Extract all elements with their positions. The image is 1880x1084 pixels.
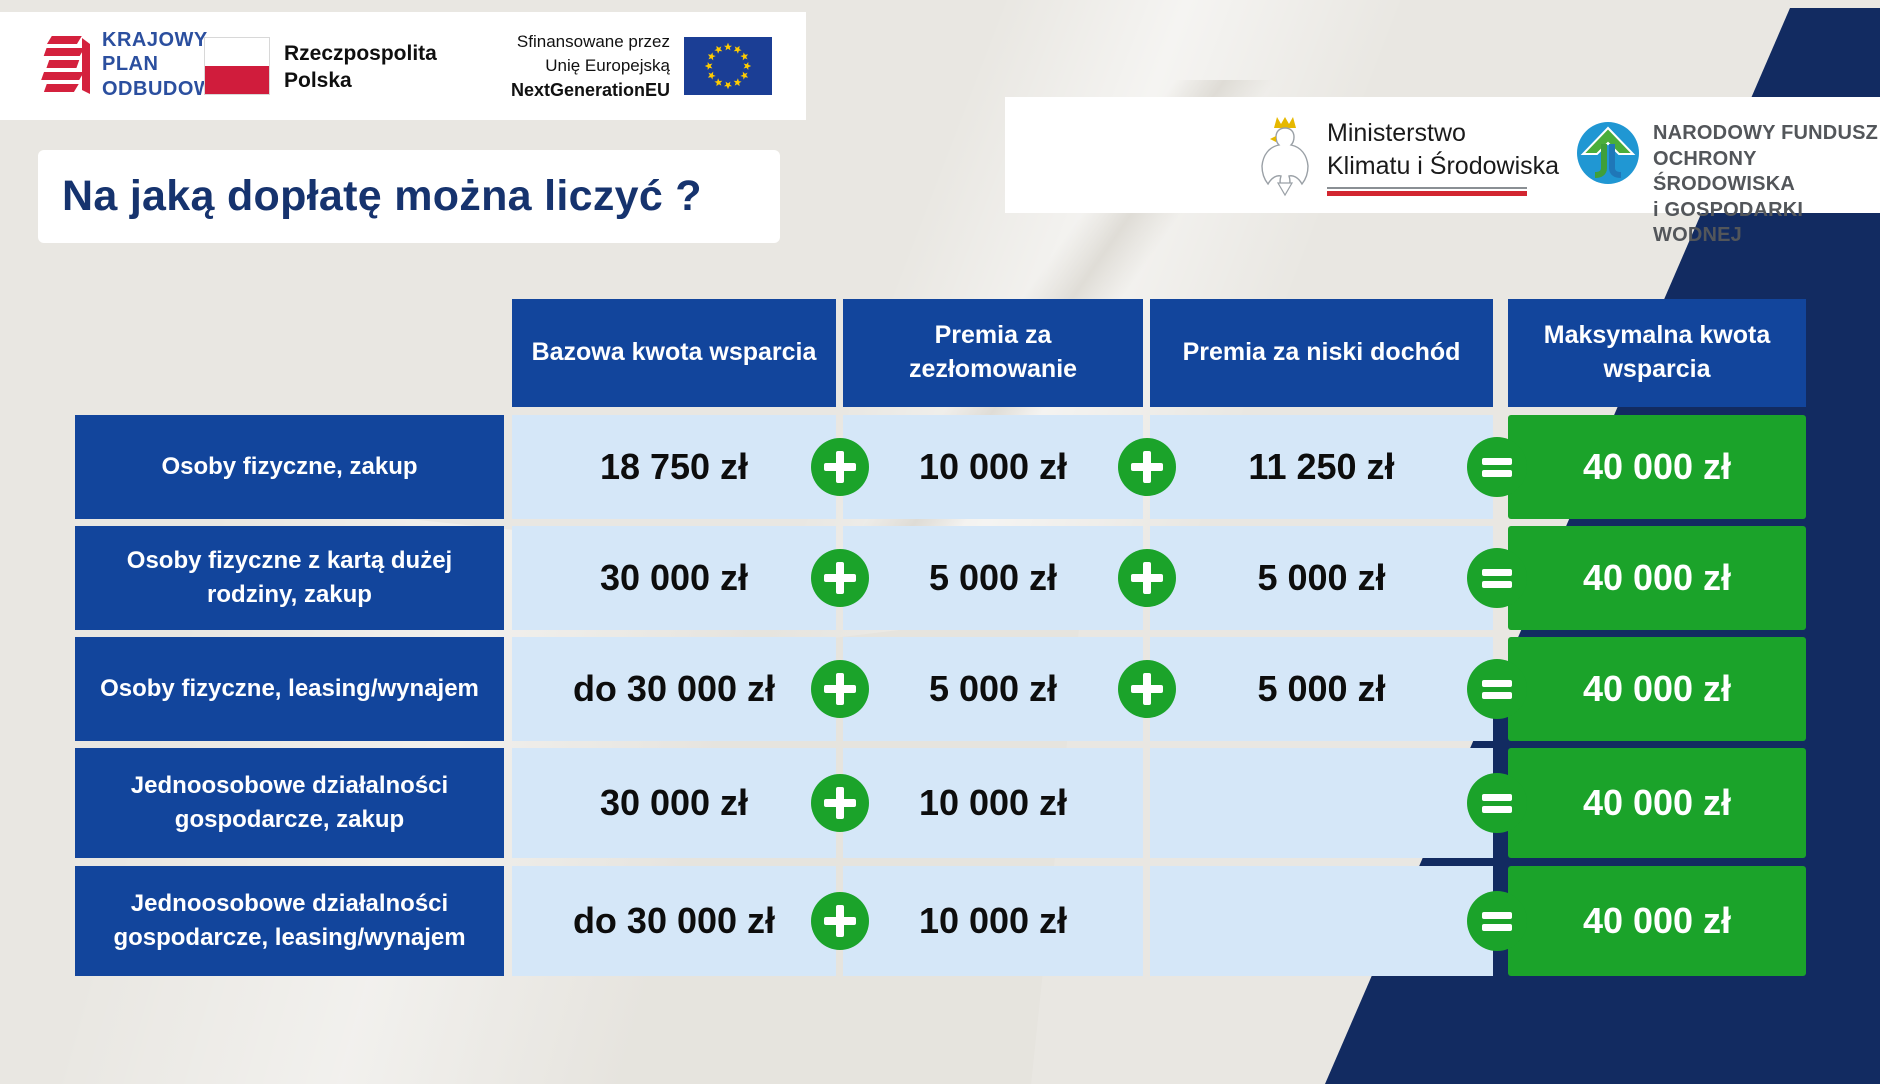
cell-low-income-premium: 5 000 zł bbox=[1150, 637, 1493, 741]
plus-icon bbox=[811, 774, 869, 832]
cell-scrap-premium: 5 000 zł bbox=[843, 637, 1143, 741]
cell-low-income-premium: 11 250 zł bbox=[1150, 415, 1493, 519]
cell-scrap-premium: 10 000 zł bbox=[843, 415, 1143, 519]
eu-flag-icon bbox=[684, 37, 772, 95]
cell-scrap-premium: 5 000 zł bbox=[843, 526, 1143, 630]
eagle-emblem-icon bbox=[1261, 117, 1309, 197]
plus-icon bbox=[811, 438, 869, 496]
cell-base-amount: do 30 000 zł bbox=[512, 637, 836, 741]
cell-low-income-premium: 5 000 zł bbox=[1150, 526, 1493, 630]
plus-icon bbox=[1118, 660, 1176, 718]
cell-max-support: 40 000 zł bbox=[1508, 748, 1806, 858]
funding-logos-banner: KRAJOWY PLAN ODBUDOWY Rzeczpospolita Pol… bbox=[0, 12, 806, 120]
plus-icon bbox=[811, 549, 869, 607]
equals-icon bbox=[1467, 659, 1527, 719]
cell-max-support: 40 000 zł bbox=[1508, 637, 1806, 741]
column-header-base: Bazowa kwota wsparcia bbox=[512, 299, 836, 407]
cell-base-amount: do 30 000 zł bbox=[512, 866, 836, 976]
ministry-rule bbox=[1327, 187, 1527, 196]
row-label: Jednoosobowe działalności gospodarcze, l… bbox=[75, 866, 504, 976]
plus-icon bbox=[811, 892, 869, 950]
cell-low-income-premium bbox=[1150, 748, 1493, 858]
cell-base-amount: 18 750 zł bbox=[512, 415, 836, 519]
equals-icon bbox=[1467, 548, 1527, 608]
plus-icon bbox=[1118, 438, 1176, 496]
poland-flag-icon bbox=[204, 37, 270, 95]
column-header-scrap-premium: Premia za zezłomowanie bbox=[843, 299, 1143, 407]
cell-scrap-premium: 10 000 zł bbox=[843, 748, 1143, 858]
row-label: Osoby fizyczne, leasing/wynajem bbox=[75, 637, 504, 741]
equals-icon bbox=[1467, 773, 1527, 833]
row-label: Jednoosobowe działalności gospodarcze, z… bbox=[75, 748, 504, 858]
cell-base-amount: 30 000 zł bbox=[512, 748, 836, 858]
cell-max-support: 40 000 zł bbox=[1508, 866, 1806, 976]
cell-base-amount: 30 000 zł bbox=[512, 526, 836, 630]
nfosigw-logo-icon bbox=[1577, 122, 1639, 184]
poland-name: Rzeczpospolita Polska bbox=[284, 42, 437, 93]
cell-low-income-premium bbox=[1150, 866, 1493, 976]
equals-icon bbox=[1467, 891, 1527, 951]
plus-icon bbox=[1118, 549, 1176, 607]
nfosigw-name: NARODOWY FUNDUSZ OCHRONY ŚRODOWISKA i GO… bbox=[1653, 122, 1879, 247]
title-box: Na jaką dopłatę można liczyć ? bbox=[38, 150, 780, 243]
row-label: Osoby fizyczne z kartą dużej rodziny, za… bbox=[75, 526, 504, 630]
eu-funding-text: Sfinansowane przez Unię Europejską NextG… bbox=[510, 32, 670, 100]
equals-icon bbox=[1467, 437, 1527, 497]
row-label: Osoby fizyczne, zakup bbox=[75, 415, 504, 519]
page-title: Na jaką dopłatę można liczyć ? bbox=[62, 172, 702, 220]
cell-max-support: 40 000 zł bbox=[1508, 415, 1806, 519]
column-header-low-income-premium: Premia za niski dochód bbox=[1150, 299, 1493, 407]
kpo-logo-icon bbox=[41, 36, 90, 94]
plus-icon bbox=[811, 660, 869, 718]
institutions-banner: Ministerstwo Klimatu i Środowiska NARODO… bbox=[1005, 97, 1880, 246]
kpo-logo-text: KRAJOWY PLAN ODBUDOWY bbox=[102, 29, 228, 100]
cell-max-support: 40 000 zł bbox=[1508, 526, 1806, 630]
cell-scrap-premium: 10 000 zł bbox=[843, 866, 1143, 976]
column-header-max-support: Maksymalna kwota wsparcia bbox=[1508, 299, 1806, 407]
ministry-name: Ministerstwo Klimatu i Środowiska bbox=[1327, 119, 1560, 180]
